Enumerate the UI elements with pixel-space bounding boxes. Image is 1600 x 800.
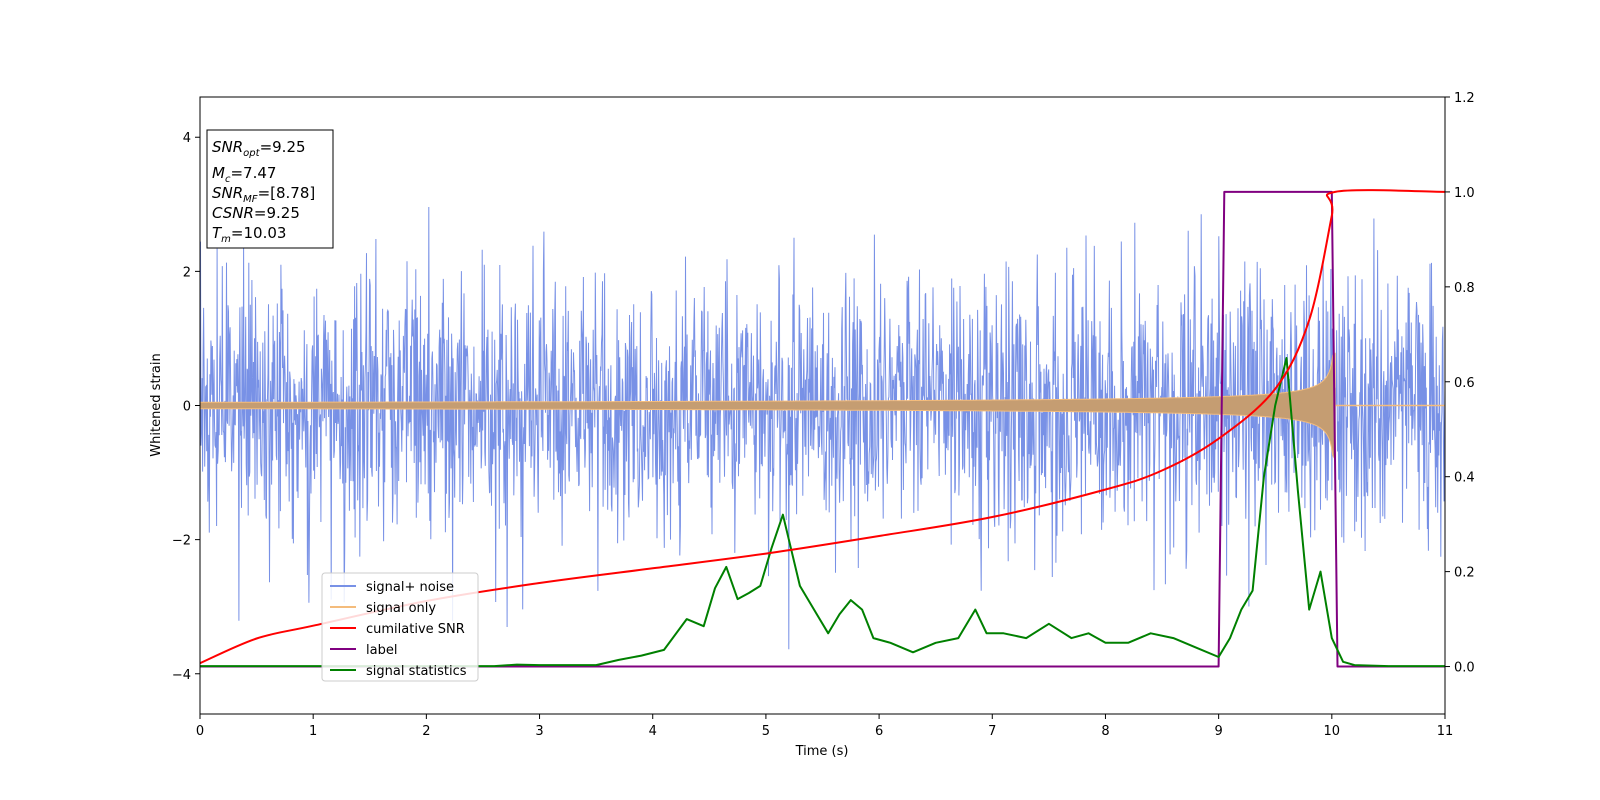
- y-tick-label: 4: [183, 131, 191, 146]
- y2-tick-label: 0.6: [1454, 376, 1475, 391]
- x-tick-label: 8: [1101, 724, 1109, 739]
- x-tick-label: 2: [422, 724, 430, 739]
- y2-tick-label: 0.4: [1454, 471, 1475, 486]
- info-box: SNRopt=9.25 Mc=7.47 SNRMF=[8.78] CSNR=9.…: [206, 129, 334, 249]
- y-tick-label: 2: [183, 265, 191, 280]
- info-mc: Mc=7.47: [212, 164, 276, 185]
- y-axis-label: Whitened strain: [149, 353, 164, 456]
- legend-label: signal statistics: [366, 664, 467, 679]
- legend-label: cumilative SNR: [366, 622, 465, 637]
- x-tick-label: 7: [988, 724, 996, 739]
- y-tick-label: −4: [172, 668, 191, 683]
- y2-tick-label: 0.2: [1454, 566, 1475, 581]
- x-tick-label: 9: [1214, 724, 1222, 739]
- y2-tick-label: 0.8: [1454, 281, 1475, 296]
- series-label: [200, 190, 1445, 668]
- info-csnr: CSNR=9.25: [212, 204, 300, 222]
- x-tick-label: 6: [875, 724, 883, 739]
- info-snr-mf: SNRMF=[8.78]: [212, 184, 315, 205]
- x-tick-label: 11: [1437, 724, 1454, 739]
- x-tick-label: 1: [309, 724, 317, 739]
- info-tm: Tm=10.03: [212, 224, 286, 245]
- x-tick-label: 3: [535, 724, 543, 739]
- y2-tick-label: 0.0: [1454, 661, 1475, 676]
- y-tick-label: −2: [172, 534, 191, 549]
- x-tick-label: 10: [1324, 724, 1341, 739]
- x-tick-label: 4: [649, 724, 657, 739]
- legend-frame: [321, 572, 479, 682]
- series-signal-statistics: [200, 357, 1445, 668]
- info-snr-opt: SNRopt=9.25: [212, 138, 306, 159]
- x-tick-label: 0: [196, 724, 204, 739]
- legend: signal+ noise signal only cumilative SNR la…: [321, 572, 479, 682]
- x-tick-label: 5: [762, 724, 770, 739]
- legend-label: signal+ noise: [366, 580, 454, 595]
- y2-tick-label: 1.2: [1454, 91, 1475, 106]
- legend-label: signal only: [366, 601, 436, 616]
- legend-label: label: [366, 643, 397, 658]
- axes-layer: 0 1 2 3 4 5 6 7 8 9 10 11 −4 −2 0 2 4 0.0 0.2 0.4 0.6 0.8 1.0 1…: [172, 91, 1475, 739]
- y-tick-label: 0: [183, 400, 191, 415]
- info-box-frame: [206, 129, 334, 249]
- y2-tick-label: 1.0: [1454, 186, 1475, 201]
- x-axis-label: Time (s): [795, 744, 849, 759]
